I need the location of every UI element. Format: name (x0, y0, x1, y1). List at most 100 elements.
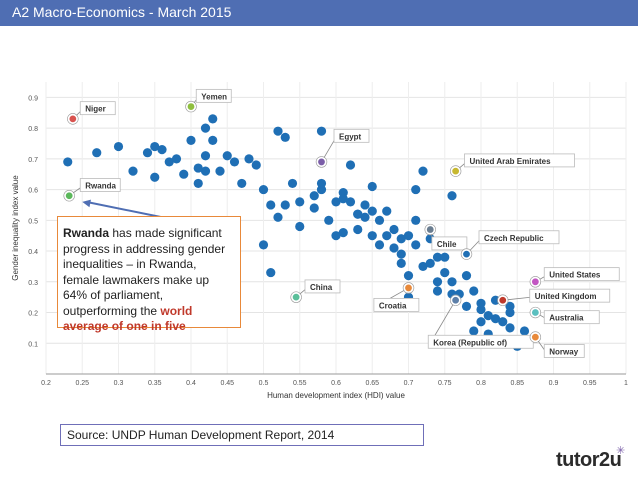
y-tick-label: 0.3 (28, 280, 38, 287)
data-point (440, 267, 450, 278)
y-tick-label: 0.8 (28, 126, 38, 133)
x-tick-label: 0.9 (549, 380, 559, 387)
highlight-point (316, 156, 327, 167)
data-point (461, 301, 472, 311)
highlight-point (497, 295, 508, 306)
highlight-ring (424, 223, 436, 236)
annotation-arrow-head (82, 199, 91, 208)
data-point (113, 141, 124, 152)
header-bar: A2 Macro-Economics - March 2015 (0, 0, 638, 26)
highlight-point (450, 295, 461, 306)
x-tick-label: 0.45 (220, 380, 234, 387)
highlight-ring (529, 331, 542, 343)
country-label-box (543, 344, 585, 358)
x-tick-label: 0.8 (476, 380, 486, 387)
callout-text: has made significant progress in address… (63, 226, 226, 318)
highlight-point (186, 101, 197, 112)
data-point (389, 243, 399, 253)
data-point (258, 240, 269, 250)
x-tick-label: 0.2 (41, 380, 51, 387)
country-label: United Arab Emirates (470, 157, 552, 166)
data-point (447, 277, 457, 287)
data-point (237, 178, 247, 189)
data-point (498, 317, 508, 327)
data-point (374, 240, 385, 250)
data-point (469, 286, 479, 296)
rwanda-callout: Rwanda has made significant progress in … (57, 216, 241, 333)
highlight-point (64, 190, 75, 201)
data-point (157, 145, 167, 155)
data-point (367, 206, 377, 216)
country-label: Australia (549, 314, 584, 323)
highlight-ring (497, 294, 509, 306)
data-point (150, 172, 160, 182)
data-point (353, 209, 363, 219)
x-tick-label: 0.75 (438, 380, 452, 387)
data-point (193, 178, 203, 189)
data-point (258, 184, 269, 195)
data-point (389, 224, 399, 235)
data-point (222, 151, 232, 161)
data-point (374, 215, 385, 225)
country-label: Norway (549, 347, 578, 356)
data-point (331, 197, 341, 207)
data-point (476, 298, 486, 308)
logo-star-icon: ✳ (616, 445, 626, 457)
data-point (461, 271, 472, 281)
y-axis-title: Gender inequality index value (11, 175, 20, 281)
data-point (403, 231, 414, 241)
data-point (360, 212, 370, 222)
data-point (396, 249, 406, 259)
data-point (295, 221, 305, 232)
x-tick-label: 0.4 (186, 380, 196, 387)
highlight-point (67, 113, 78, 124)
x-axis-title: Human development index (HDI) value (267, 391, 405, 400)
country-label: Czech Republic (484, 234, 544, 243)
data-point (324, 215, 334, 225)
country-label: Yemen (201, 92, 227, 101)
data-point (418, 166, 428, 176)
tutor2u-logo: tutor2u (556, 449, 622, 471)
data-point (396, 234, 406, 244)
data-point (215, 166, 225, 176)
highlight-ring (449, 165, 462, 177)
highlight-ring (315, 156, 328, 168)
callout-highlight: world average of one in five (63, 303, 193, 334)
data-point (505, 307, 515, 318)
highlight-ring (449, 294, 462, 306)
country-label-box (195, 88, 232, 103)
highlight-point (403, 282, 414, 293)
y-tick-label: 0.9 (28, 95, 38, 102)
country-label-box (427, 334, 534, 349)
data-point (483, 311, 493, 321)
x-tick-label: 0.25 (75, 380, 89, 387)
x-tick-label: 0.6 (331, 380, 341, 387)
data-point (280, 132, 290, 142)
highlight-point (530, 307, 541, 318)
data-point (411, 240, 421, 250)
data-point (186, 135, 196, 145)
x-tick-label: 0.35 (148, 380, 162, 387)
x-tick-label: 0.95 (583, 380, 597, 387)
data-point (411, 184, 421, 195)
data-point (345, 160, 356, 170)
data-point (273, 126, 283, 136)
data-point (338, 228, 348, 238)
data-point (309, 191, 319, 201)
y-tick-label: 0.4 (28, 249, 38, 256)
data-point (345, 197, 356, 207)
country-label: Rwanda (85, 182, 116, 191)
country-label: Croatia (379, 301, 407, 310)
data-point (266, 267, 276, 278)
data-point (179, 169, 189, 179)
country-label: Korea (Republic of) (433, 338, 507, 347)
x-tick-label: 0.3 (114, 380, 124, 387)
data-point (63, 157, 73, 167)
country-label-box (543, 310, 600, 325)
data-point (229, 157, 240, 167)
data-point (244, 154, 254, 164)
data-point (150, 141, 160, 152)
highlight-ring (63, 190, 75, 202)
highlight-ring (67, 113, 79, 125)
data-point (360, 200, 370, 210)
